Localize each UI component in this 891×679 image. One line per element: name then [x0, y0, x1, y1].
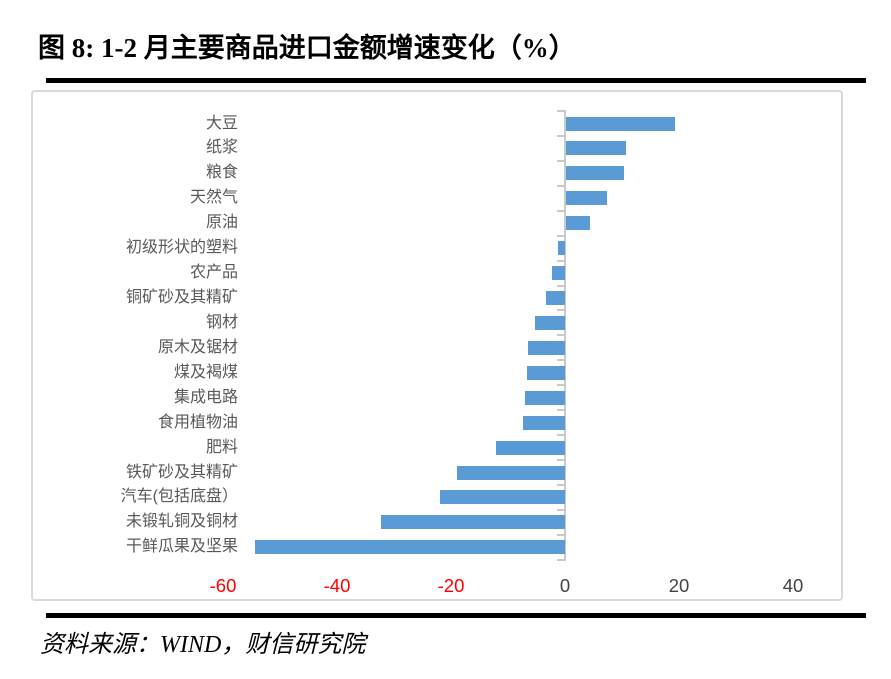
source-note: 资料来源：WIND，财信研究院 [40, 632, 366, 658]
y-axis-tick [557, 483, 564, 486]
y-axis-tick [557, 284, 564, 287]
y-axis-line [564, 110, 566, 561]
category-label: 干鲜瓜果及坚果 [125, 538, 238, 556]
chart-container: 大豆纸浆粮食天然气原油初级形状的塑料农产品铜矿砂及其精矿钢材原木及锯材煤及褐煤集… [31, 90, 843, 601]
y-axis-tick [557, 234, 564, 237]
bar [525, 390, 565, 405]
category-label: 原油 [205, 214, 238, 232]
bar [440, 490, 565, 505]
bar [566, 191, 608, 206]
y-axis-tick [557, 359, 564, 362]
category-label: 钢材 [205, 313, 238, 331]
y-axis-tick [557, 110, 564, 112]
y-axis-tick [557, 309, 564, 312]
category-label: 原木及锯材 [157, 338, 238, 356]
y-axis-tick [557, 384, 564, 387]
y-axis-tick [557, 334, 564, 337]
bar [526, 365, 565, 380]
category-label: 食用植物油 [157, 413, 238, 431]
y-axis-tick [557, 459, 564, 462]
category-label: 铜矿砂及其精矿 [125, 289, 238, 306]
title-divider [46, 78, 866, 83]
footer-divider [46, 613, 866, 618]
figure-title: 图 8: 1-2 月主要商品进口金额增速变化（%） [38, 33, 576, 63]
category-label: 大豆 [205, 114, 238, 132]
y-axis-tick [557, 508, 564, 511]
bar [552, 266, 565, 281]
bar [523, 415, 565, 430]
bar [255, 540, 565, 555]
bar [566, 166, 625, 181]
category-label: 集成电路 [173, 388, 238, 406]
y-axis-tick [557, 409, 564, 412]
bar [558, 241, 565, 256]
x-axis-tick-label: -20 [437, 575, 465, 596]
chart-plot: 大豆纸浆粮食天然气原油初级形状的塑料农产品铜矿砂及其精矿钢材原木及锯材煤及褐煤集… [33, 92, 841, 599]
bar [566, 141, 626, 156]
category-label: 汽车(包括底盘） [120, 488, 238, 506]
x-axis-tick-label: -60 [209, 575, 237, 596]
y-axis-tick [557, 209, 564, 212]
x-axis-tick-label: 20 [668, 575, 690, 596]
bar [457, 465, 565, 480]
category-label: 初级形状的塑料 [125, 239, 238, 257]
y-axis-tick [557, 533, 564, 536]
category-label: 煤及褐煤 [173, 363, 238, 381]
category-label: 天然气 [189, 189, 238, 207]
x-axis-tick-label: 0 [559, 575, 571, 596]
y-axis-tick [557, 558, 564, 561]
category-label: 粮食 [205, 164, 238, 182]
category-label: 铁矿砂及其精矿 [125, 463, 238, 481]
x-axis-tick-label: -40 [323, 575, 351, 596]
y-axis-tick [557, 159, 564, 162]
bar [566, 116, 675, 131]
bar [527, 340, 565, 355]
bar [566, 216, 590, 231]
category-label: 纸浆 [205, 139, 238, 157]
category-label: 肥料 [205, 438, 238, 456]
category-label: 未锻轧铜及铜材 [125, 513, 238, 531]
y-axis-tick [557, 134, 564, 137]
bar [496, 440, 565, 455]
y-axis-tick [557, 434, 564, 437]
y-axis-tick [557, 259, 564, 262]
y-axis-tick [557, 184, 564, 187]
bar [380, 515, 565, 530]
bar [546, 291, 565, 305]
x-axis-tick-label: 40 [782, 575, 804, 596]
category-label: 农产品 [189, 264, 238, 282]
bar [534, 315, 565, 330]
